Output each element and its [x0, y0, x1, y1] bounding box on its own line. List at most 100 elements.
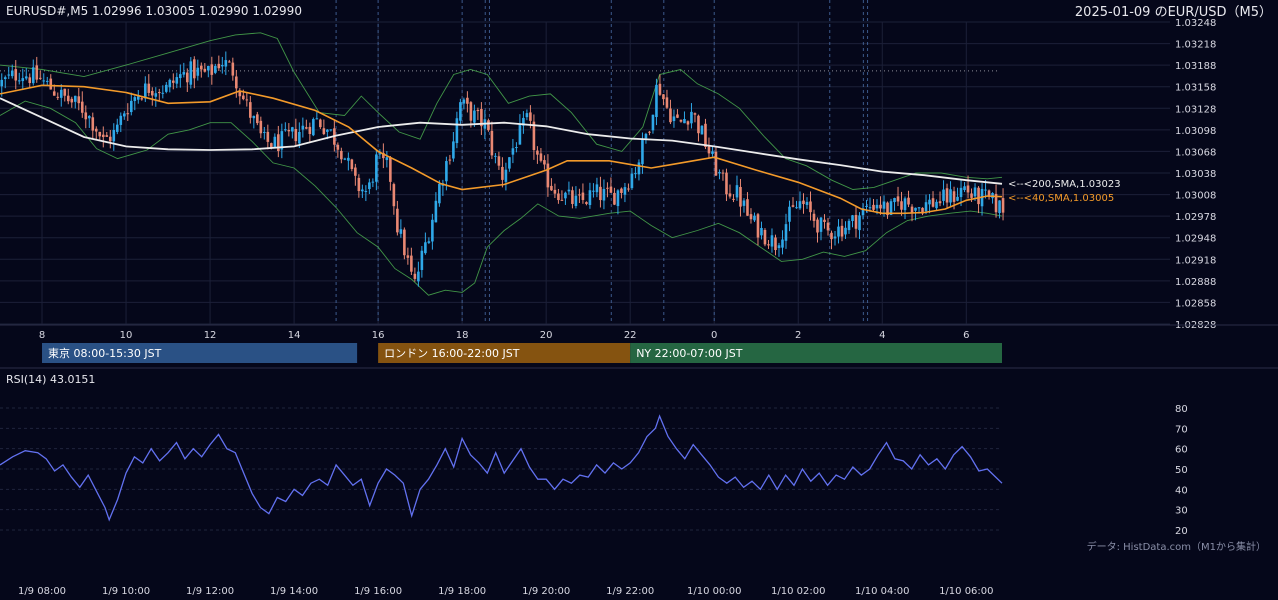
candle-bear	[826, 222, 830, 231]
candle-bull	[851, 215, 854, 222]
time-tick-label: 22	[624, 330, 637, 341]
candle-bull	[882, 201, 886, 209]
candle-bull	[368, 182, 371, 190]
price-tick-label: 1.03068	[1175, 147, 1216, 158]
candle-bull	[515, 147, 518, 149]
candle-bull	[602, 188, 606, 201]
candle-bear	[410, 255, 413, 272]
candle-bull	[164, 84, 168, 92]
candle-bull	[196, 67, 200, 76]
session-label-0: 東京 08:00-15:30 JST	[48, 346, 162, 360]
candle-bear	[739, 186, 742, 207]
candle-bear	[294, 128, 298, 142]
candle-bull	[214, 65, 217, 73]
candle-bull	[889, 201, 893, 216]
candle-bear	[900, 201, 903, 210]
candle-bear	[354, 167, 357, 176]
rsi-time-label: 1/10 00:00	[687, 586, 741, 597]
session-bars: 東京 08:00-15:30 JST ロンドン 16:00-22:00 JST NY…	[42, 343, 1002, 363]
candle-bear	[35, 65, 39, 80]
candle-bull	[347, 157, 350, 161]
candle-bull	[284, 129, 287, 131]
candle-bull	[865, 206, 868, 208]
candle-bull	[700, 125, 704, 135]
candle-bull	[452, 141, 455, 159]
candle-bull	[798, 201, 802, 209]
rsi-time-label: 1/9 10:00	[102, 586, 150, 597]
candle-bull	[837, 226, 840, 237]
candle-bull	[73, 95, 77, 102]
symbol-info: EURUSD#,M5 1.02996 1.03005 1.02990 1.029…	[6, 4, 302, 18]
candle-bull	[221, 64, 224, 67]
candle-bull	[473, 110, 476, 123]
candle-bull	[788, 206, 791, 222]
candle-bear	[679, 119, 683, 122]
candle-bear	[613, 192, 616, 205]
candle-bull	[45, 80, 49, 82]
session-label-2: NY 22:00-07:00 JST	[636, 347, 743, 360]
candle-bear	[105, 135, 109, 137]
candle-bull	[17, 80, 21, 82]
bollinger-bands	[0, 32, 1003, 296]
candle-bull	[833, 236, 837, 239]
candle-bear	[840, 225, 844, 237]
candle-bear	[357, 177, 361, 192]
candle-bull	[711, 151, 714, 154]
candle-bull	[136, 96, 140, 100]
candle-bull	[87, 115, 91, 119]
candle-bear	[63, 88, 67, 96]
candle-bull	[683, 119, 686, 124]
sma-line-200	[0, 97, 1003, 185]
candle-bull	[795, 207, 798, 209]
candle-bull	[119, 115, 123, 125]
candle-bear	[809, 201, 812, 213]
candle-bear	[259, 120, 263, 134]
candle-bear	[910, 206, 914, 213]
candle-bear	[203, 68, 207, 72]
candle-bear	[336, 144, 340, 150]
candle-bull	[875, 204, 879, 209]
candle-bear	[560, 199, 564, 201]
candle-bear	[319, 119, 322, 128]
candle-bear	[200, 65, 203, 70]
candle-bear	[389, 157, 392, 182]
candle-bear	[732, 198, 735, 200]
price-tick-label: 1.02978	[1175, 212, 1216, 223]
candle-bull	[784, 224, 788, 241]
candle-bull	[805, 201, 809, 205]
price-tick-label: 1.02948	[1175, 234, 1216, 245]
candle-bear	[277, 134, 280, 152]
candle-bear	[1001, 198, 1005, 213]
candle-bull	[207, 65, 210, 71]
candle-bear	[403, 229, 406, 256]
candle-bull	[508, 157, 511, 169]
bollinger-line	[0, 100, 1003, 296]
candle-bear	[648, 131, 651, 133]
candle-bear	[305, 127, 308, 129]
candle-bull	[672, 116, 676, 122]
price-tick-label: 1.03128	[1175, 104, 1216, 115]
candle-bear	[529, 112, 532, 121]
rsi-time-label: 1/10 06:00	[939, 586, 993, 597]
candle-bull	[431, 219, 434, 242]
candle-bull	[364, 190, 368, 192]
candle-bull	[742, 200, 746, 206]
rsi-tick-label: 40	[1175, 485, 1188, 496]
candle-bear	[620, 188, 623, 193]
candle-bull	[781, 239, 784, 248]
rsi-title: RSI(14) 43.0151	[6, 373, 95, 386]
candle-bear	[931, 198, 935, 207]
candle-bull	[154, 93, 158, 97]
price-tick-label: 1.03158	[1175, 83, 1216, 94]
candle-bull	[504, 169, 508, 182]
candle-bear	[557, 193, 560, 201]
time-tick-label: 8	[39, 330, 45, 341]
candle-bull	[3, 77, 7, 80]
candle-bull	[753, 215, 756, 221]
candle-bear	[245, 99, 249, 101]
time-tick-label: 12	[204, 330, 217, 341]
candle-bull	[189, 61, 193, 85]
candle-bull	[427, 241, 431, 243]
candle-bear	[543, 160, 546, 165]
